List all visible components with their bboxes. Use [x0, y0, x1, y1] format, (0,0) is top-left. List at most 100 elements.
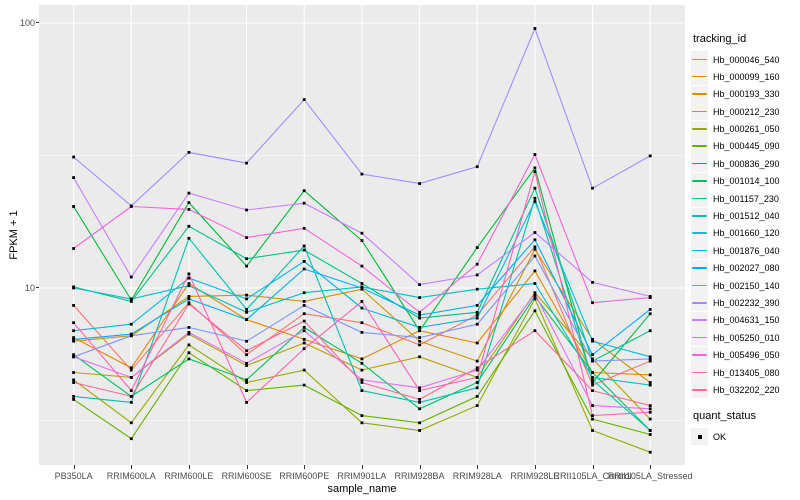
legend-item-label: Hb_005250_010 — [713, 332, 780, 343]
legend-key-line-icon — [692, 284, 707, 287]
legend-item: Hb_000193_330 — [691, 85, 799, 103]
legend: tracking_id Hb_000046_540 Hb_000099_160 Hb… — [691, 33, 799, 446]
y-axis-title: FPKM + 1 — [8, 210, 20, 260]
x-tick-mark — [419, 465, 421, 469]
x-tick-mark — [246, 465, 248, 469]
legend-key — [691, 172, 708, 190]
legend-item: Hb_000046_540 — [691, 51, 799, 68]
x-tick-label: RRIM928LA — [452, 471, 502, 481]
legend-key-line-icon — [692, 371, 707, 374]
legend-key — [691, 428, 708, 446]
legend-item-label: Hb_000193_330 — [713, 89, 780, 100]
legend-item-label: Hb_000212_230 — [713, 106, 780, 117]
legend-item: Hb_001157_230 — [691, 190, 799, 208]
legend-key — [691, 51, 708, 68]
legend-key-line-icon — [692, 75, 707, 78]
legend-item-label: Hb_001876_040 — [713, 245, 780, 256]
legend-key-line-icon — [692, 249, 707, 252]
legend-key — [691, 329, 708, 347]
x-tick-mark — [477, 465, 479, 469]
y-tick-mark — [36, 22, 39, 23]
legend-title-quant-status: quant_status — [693, 410, 756, 423]
legend-key — [691, 311, 708, 329]
y-tick-label: 10 — [24, 283, 35, 293]
legend-key-line-icon — [692, 388, 707, 391]
x-tick-label: PB350LA — [54, 471, 93, 481]
legend-item: Hb_000445_090 — [691, 137, 799, 155]
legend-item-label: Hb_001660_120 — [713, 228, 780, 239]
legend-key-line-icon — [692, 215, 707, 217]
data-points — [72, 27, 652, 454]
legend-item: Hb_002027_080 — [691, 259, 799, 277]
legend-item: Hb_013405_080 — [691, 364, 799, 382]
legend-item-label: OK — [713, 431, 727, 442]
legend-item-label: Hb_000261_050 — [713, 124, 780, 135]
legend-key — [691, 381, 708, 399]
legend-key — [691, 155, 708, 173]
legend-key-line-icon — [692, 319, 707, 321]
legend-key-line-icon — [692, 232, 707, 234]
legend-item-label: Hb_000836_290 — [713, 158, 780, 169]
legend-item: Hb_002150_140 — [691, 277, 799, 295]
legend-key-line-icon — [692, 58, 707, 61]
legend-key-line-icon — [692, 93, 707, 95]
legend-item: Hb_000836_290 — [691, 155, 799, 173]
legend-key — [691, 277, 708, 295]
legend-key-line-icon — [692, 336, 707, 339]
x-tick-label: RRIM600PE — [279, 471, 330, 481]
y-tick-mark — [36, 287, 39, 288]
legend-item: Hb_005496_050 — [691, 346, 799, 364]
legend-item-label: Hb_002027_080 — [713, 263, 780, 274]
x-axis-title: sample_name — [327, 483, 397, 495]
legend-item-label: Hb_001512_040 — [713, 211, 780, 222]
x-tick-label: RRIM600LA — [106, 471, 156, 481]
x-tick-mark — [592, 465, 594, 469]
legend-item: Hb_001512_040 — [691, 207, 799, 225]
legend-item-label: Hb_000046_540 — [713, 54, 780, 65]
legend-key — [691, 259, 708, 277]
legend-key-line-icon — [692, 301, 707, 304]
x-tick-mark — [188, 465, 190, 469]
x-tick-label: RRII105LA_Stressed — [607, 471, 693, 481]
legend-item: OK — [691, 428, 799, 446]
legend-item-label: Hb_001014_100 — [713, 176, 780, 187]
legend-item: Hb_000212_230 — [691, 103, 799, 121]
x-tick-label: RRIM901LA — [337, 471, 387, 481]
x-tick-mark — [131, 465, 133, 469]
legend-item: Hb_001660_120 — [691, 224, 799, 242]
legend-item: Hb_004631_150 — [691, 311, 799, 329]
y-tick-label: 100 — [19, 18, 35, 28]
ok-point-icon — [697, 434, 702, 439]
legend-key — [691, 120, 708, 138]
legend-item: Hb_001876_040 — [691, 242, 799, 260]
legend-tracking-items: Hb_000046_540 Hb_000099_160 Hb_000193_330 H… — [691, 51, 799, 399]
legend-key-line-icon — [692, 180, 707, 182]
legend-item: Hb_001014_100 — [691, 172, 799, 190]
legend-item: Hb_002232_390 — [691, 294, 799, 312]
legend-key — [691, 364, 708, 382]
legend-key-line-icon — [692, 128, 707, 130]
legend-key-line-icon — [692, 145, 707, 148]
legend-item-label: Hb_001157_230 — [713, 193, 779, 204]
legend-key — [691, 137, 708, 155]
legend-item: Hb_000261_050 — [691, 120, 799, 138]
legend-key — [691, 224, 708, 242]
x-tick-mark — [361, 465, 363, 469]
legend-key — [691, 103, 708, 121]
legend-item: Hb_032202_220 — [691, 381, 799, 399]
legend-item-label: Hb_013405_080 — [713, 367, 780, 378]
legend-key-line-icon — [692, 197, 707, 200]
legend-key — [691, 207, 708, 225]
x-tick-mark — [304, 465, 306, 469]
x-tick-mark — [534, 465, 536, 469]
legend-key — [691, 346, 708, 364]
x-tick-mark — [73, 465, 75, 469]
legend-key — [691, 294, 708, 312]
x-tick-label: RRIM600SE — [221, 471, 272, 481]
legend-item-label: Hb_004631_150 — [713, 315, 780, 326]
plot-panel — [39, 5, 685, 465]
legend-item-label: Hb_032202_220 — [713, 384, 780, 395]
legend-key-line-icon — [692, 354, 707, 356]
x-tick-label: RRIM928LE — [510, 471, 560, 481]
